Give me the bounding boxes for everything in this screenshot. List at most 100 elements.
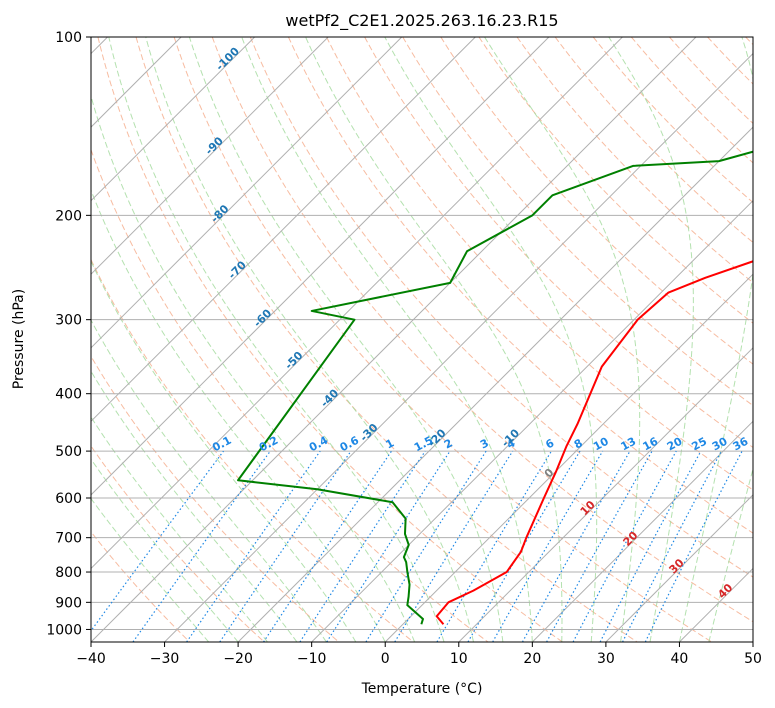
isotherm-line bbox=[605, 494, 753, 642]
dry-adiabat bbox=[364, 37, 753, 449]
x-axis-label: Temperature (°C) bbox=[361, 681, 483, 697]
mixing-ratio-label: 16 bbox=[641, 435, 661, 454]
isotherm-label: -10 bbox=[499, 426, 522, 449]
mixing-ratio-line bbox=[219, 450, 352, 642]
dry-adiabat bbox=[211, 37, 753, 623]
dry-adiabat bbox=[91, 355, 340, 642]
dry-adiabat bbox=[91, 148, 489, 642]
isotherm-labels: 0.1 0.2 0.4 0.6 1 1.5 2 3 4 6 8 10 13 16 20 25 30 36-100-… bbox=[203, 44, 751, 601]
x-axis: −40 −30 −20 −10 0 10 20 30 40 50 bbox=[76, 642, 762, 667]
moist-adiabat bbox=[91, 188, 386, 642]
mixing-ratio-label: 36 bbox=[731, 435, 751, 454]
isotherm-line bbox=[237, 126, 753, 642]
isotherm-line bbox=[679, 567, 753, 642]
isotherm-line bbox=[531, 420, 753, 642]
dry-adiabat bbox=[745, 37, 753, 46]
dry-adiabat bbox=[91, 445, 265, 642]
moist-adiabat bbox=[108, 37, 445, 642]
isotherm-line bbox=[91, 37, 550, 496]
isotherm-label-lower: 40 bbox=[715, 581, 735, 601]
moist-adiabat bbox=[145, 37, 474, 642]
mixing-ratio-line bbox=[299, 450, 426, 642]
isotherm-label: -50 bbox=[282, 349, 305, 372]
isotherm-line bbox=[91, 37, 403, 349]
x-tick-label: 40 bbox=[671, 651, 689, 667]
x-tick-label: 20 bbox=[523, 651, 541, 667]
moist-adiabat bbox=[305, 37, 563, 642]
y-axis: 100 200 300 400 500 600 700 800 900 1000 bbox=[46, 30, 91, 638]
dry-adiabat bbox=[440, 37, 753, 365]
y-axis-label: Pressure (hPa) bbox=[11, 289, 27, 389]
y-tick-label: 400 bbox=[55, 387, 82, 403]
isotherm-label-lower: 30 bbox=[667, 556, 687, 576]
mixing-ratio-label: 20 bbox=[665, 435, 685, 454]
dry-adiabat bbox=[326, 37, 753, 491]
mixing-ratio-label: 10 bbox=[591, 435, 611, 454]
mixing-ratio-line bbox=[521, 450, 631, 642]
y-tick-label: 800 bbox=[55, 565, 82, 581]
mixing-ratio-line bbox=[132, 450, 271, 642]
x-tick-label: 30 bbox=[597, 651, 615, 667]
dry-adiabat bbox=[707, 37, 753, 85]
moist-adiabat bbox=[241, 37, 533, 642]
dry-adiabat bbox=[91, 258, 414, 642]
isotherm-label-lower: 10 bbox=[578, 498, 598, 518]
isotherm-line bbox=[458, 347, 753, 642]
moist-adiabat bbox=[91, 416, 268, 642]
dry-adiabat bbox=[135, 37, 638, 642]
mixing-ratio-line bbox=[644, 450, 743, 642]
isotherm-line bbox=[91, 37, 623, 570]
moist-adiabat bbox=[91, 260, 357, 642]
dry-adiabat bbox=[516, 37, 753, 284]
x-tick-label: −10 bbox=[297, 651, 327, 667]
x-tick-label: 10 bbox=[450, 651, 468, 667]
isotherm-line bbox=[311, 199, 753, 642]
dry-adiabat bbox=[478, 37, 753, 324]
chart-title: wetPf2_C2E1.2025.263.16.23.R15 bbox=[285, 11, 558, 31]
isotherm-line bbox=[91, 37, 476, 423]
moist-adiabat bbox=[91, 458, 239, 642]
dry-adiabat bbox=[91, 531, 191, 642]
y-tick-label: 1000 bbox=[46, 622, 82, 638]
isotherm-label: -30 bbox=[357, 421, 380, 444]
isotherm-label: -80 bbox=[208, 202, 231, 225]
y-tick-label: 700 bbox=[55, 531, 82, 547]
isotherm-line bbox=[752, 641, 753, 642]
dry-adiabat bbox=[669, 37, 753, 125]
plot-frame bbox=[90, 36, 754, 643]
isotherm-line bbox=[384, 273, 753, 642]
moist-adiabat bbox=[91, 370, 298, 642]
y-tick-label: 600 bbox=[55, 491, 82, 507]
mixing-ratio-line bbox=[326, 450, 451, 642]
mixing-ratio-line bbox=[186, 450, 321, 642]
x-tick-label: −30 bbox=[150, 651, 180, 667]
dry-adiabat bbox=[97, 37, 563, 642]
isotherm-label: -60 bbox=[251, 306, 274, 329]
mixing-ratio-line bbox=[572, 450, 677, 642]
mixing-ratio-line bbox=[263, 450, 393, 642]
background-lines bbox=[91, 37, 753, 642]
dry-adiabat bbox=[249, 37, 753, 578]
temperature-line bbox=[435, 260, 753, 625]
mixing-ratio-line bbox=[394, 450, 514, 642]
x-tick-label: −40 bbox=[76, 651, 106, 667]
isotherm-line bbox=[91, 37, 329, 275]
y-tick-label: 200 bbox=[55, 208, 82, 224]
isotherm-line bbox=[164, 52, 753, 642]
mixing-ratio-label: 30 bbox=[710, 435, 730, 454]
series-lines bbox=[237, 150, 753, 625]
moist-adiabat bbox=[91, 497, 210, 642]
dewpoint-line bbox=[237, 150, 753, 625]
isotherm-line bbox=[91, 37, 697, 642]
mixing-ratio-label: 6 bbox=[543, 436, 556, 451]
y-tick-label: 900 bbox=[55, 595, 82, 611]
moist-adiabat bbox=[708, 467, 753, 642]
y-tick-label: 100 bbox=[55, 30, 82, 46]
mixing-ratio-line bbox=[436, 450, 553, 642]
moist-adiabat bbox=[608, 37, 694, 642]
mixing-ratio-line bbox=[546, 450, 653, 642]
mixing-ratio-label: 1 bbox=[383, 436, 396, 451]
mixing-ratio-label: 25 bbox=[689, 435, 709, 454]
y-tick-label: 300 bbox=[55, 313, 82, 329]
